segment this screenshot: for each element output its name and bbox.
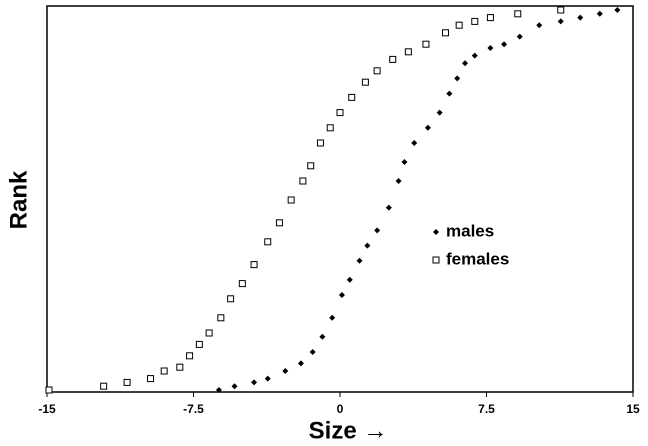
point xyxy=(441,29,449,37)
point xyxy=(250,261,258,269)
point xyxy=(287,196,295,204)
point xyxy=(411,140,418,146)
point xyxy=(374,227,381,234)
point xyxy=(238,280,246,288)
point xyxy=(455,21,463,29)
point xyxy=(487,45,494,51)
legend-label: females xyxy=(446,249,509,268)
point xyxy=(307,162,315,170)
point xyxy=(227,295,235,303)
plot-frame xyxy=(46,5,634,393)
point xyxy=(336,109,344,117)
point xyxy=(536,22,543,29)
point xyxy=(195,340,203,348)
point xyxy=(205,329,213,337)
point xyxy=(373,67,381,75)
legend-marker xyxy=(433,229,439,235)
point xyxy=(364,242,371,249)
point xyxy=(326,124,334,132)
point xyxy=(215,387,222,393)
point xyxy=(577,14,584,21)
point xyxy=(186,352,194,360)
point xyxy=(176,363,184,371)
point xyxy=(299,177,307,185)
point xyxy=(471,52,478,59)
x-axis-label: Size → xyxy=(309,417,388,444)
point xyxy=(557,6,565,14)
point xyxy=(316,139,324,147)
point xyxy=(264,238,272,246)
point xyxy=(356,257,363,264)
point xyxy=(424,124,431,131)
point xyxy=(100,382,108,390)
point xyxy=(454,75,461,82)
point xyxy=(319,333,326,340)
point xyxy=(160,367,168,375)
point xyxy=(516,33,523,40)
point xyxy=(422,40,430,48)
point xyxy=(389,55,397,63)
x-tick-label: 7.5 xyxy=(478,402,495,416)
point xyxy=(404,48,412,56)
point xyxy=(231,383,238,390)
point xyxy=(338,292,345,298)
x-tick-label: -7.5 xyxy=(183,402,204,416)
point xyxy=(346,276,353,283)
legend-label: males xyxy=(446,221,494,240)
point xyxy=(514,10,522,18)
point xyxy=(217,314,225,322)
point xyxy=(446,90,453,97)
legend-marker xyxy=(432,256,440,264)
y-axis-label: Rank xyxy=(5,170,32,229)
point xyxy=(462,60,469,67)
point xyxy=(348,93,356,101)
point xyxy=(251,379,258,386)
point xyxy=(264,375,271,382)
point xyxy=(45,386,53,394)
point xyxy=(436,109,443,116)
point xyxy=(309,349,316,355)
point xyxy=(275,219,283,227)
point xyxy=(147,375,155,383)
point xyxy=(395,178,402,184)
point xyxy=(486,14,494,22)
x-tick-label: 15 xyxy=(626,402,640,416)
point xyxy=(471,17,479,25)
point xyxy=(297,360,304,367)
point xyxy=(557,18,564,25)
point xyxy=(501,41,508,48)
point xyxy=(401,159,408,165)
point xyxy=(385,204,392,211)
point xyxy=(614,7,621,13)
point xyxy=(361,78,369,86)
point xyxy=(123,378,131,386)
point xyxy=(282,368,289,374)
point xyxy=(329,314,336,321)
x-tick-label: -15 xyxy=(38,402,56,416)
point xyxy=(596,10,603,17)
x-tick-label: 0 xyxy=(337,402,344,416)
